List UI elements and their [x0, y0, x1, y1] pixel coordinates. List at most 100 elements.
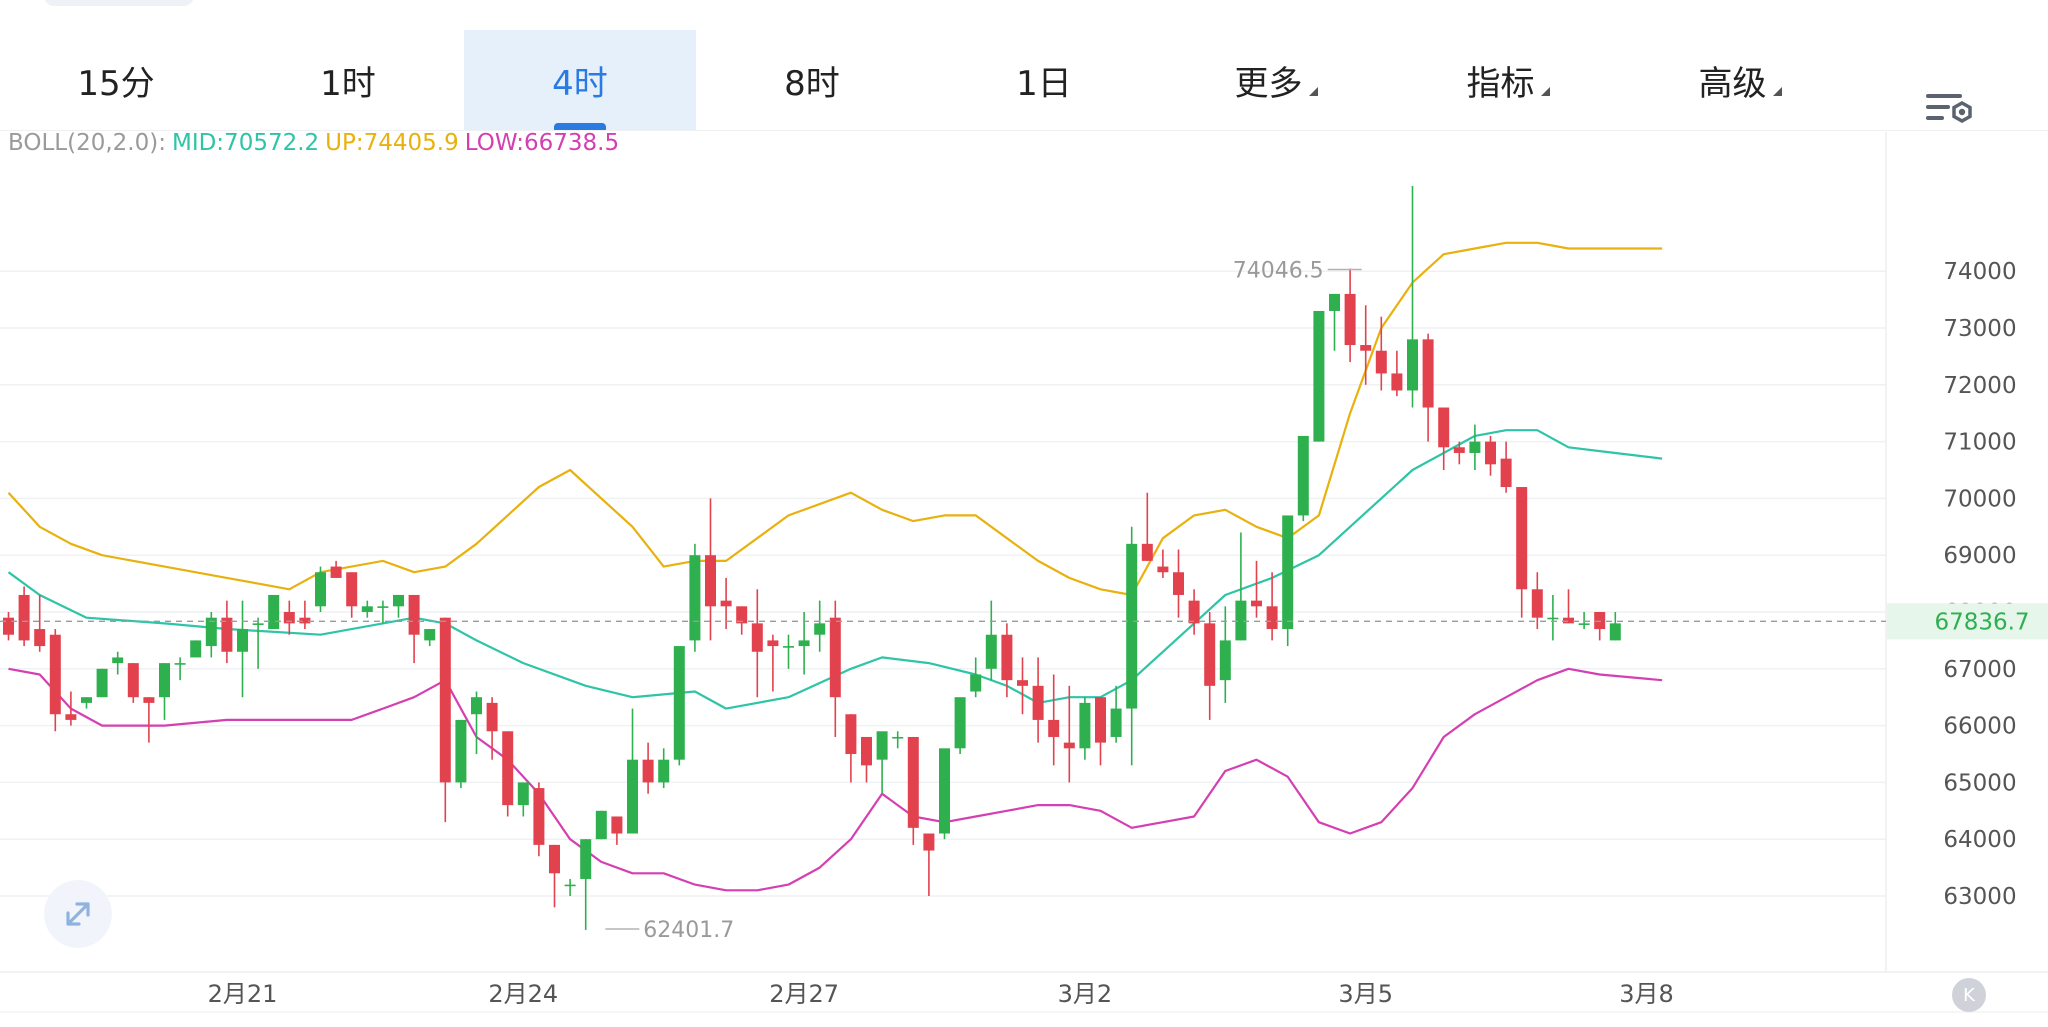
- y-tick-label: 64000: [1943, 827, 2016, 853]
- candle: [471, 691, 482, 754]
- tab-1h[interactable]: 1时: [232, 30, 464, 130]
- candle-body: [49, 634, 61, 715]
- candle-body: [1095, 697, 1106, 743]
- candle: [299, 600, 311, 630]
- y-tick-label: 66000: [1943, 714, 2016, 740]
- candle: [549, 844, 560, 908]
- candle: [876, 731, 888, 794]
- dropdown-corner-icon: [1540, 86, 1550, 96]
- candle: [112, 651, 124, 675]
- candle-body: [34, 629, 46, 647]
- candle: [814, 600, 826, 652]
- candle-body: [892, 736, 904, 739]
- candle-body: [533, 788, 545, 845]
- candle-body: [689, 555, 701, 641]
- candle: [1126, 526, 1138, 766]
- tab-advanced[interactable]: 高级: [1624, 30, 1856, 130]
- candle-body: [299, 617, 311, 624]
- y-tick-label: 74000: [1943, 259, 2016, 285]
- candle: [1282, 515, 1294, 647]
- candle-body: [1048, 719, 1060, 737]
- tab-more[interactable]: 更多: [1160, 30, 1392, 130]
- candle-body: [1422, 339, 1434, 408]
- tab-4h[interactable]: 4时: [464, 30, 696, 130]
- candle: [767, 634, 779, 692]
- tab-15m[interactable]: 15分: [0, 30, 232, 130]
- candle-body: [361, 606, 373, 612]
- candle-body: [1157, 566, 1169, 573]
- candle-body: [1360, 345, 1372, 351]
- candle-body: [81, 697, 92, 703]
- kline-toggle-button[interactable]: K: [1952, 978, 1986, 1012]
- max-price-label: 74046.5: [1233, 259, 1324, 284]
- chart-settings-button[interactable]: [1924, 84, 1978, 132]
- candle: [658, 748, 670, 789]
- candle: [627, 708, 638, 834]
- candle: [159, 663, 170, 720]
- candle-body: [1266, 606, 1278, 630]
- candle: [736, 606, 748, 635]
- candle: [424, 629, 436, 647]
- candle: [705, 498, 716, 641]
- candle-body: [549, 844, 560, 874]
- candle-body: [611, 816, 623, 834]
- candle: [1469, 424, 1481, 470]
- boll-low-value: LOW:66738.5: [464, 130, 620, 156]
- tab-1d[interactable]: 1日: [928, 30, 1160, 130]
- candle-body: [1251, 600, 1262, 607]
- tab-label: 1时: [320, 63, 376, 104]
- candle: [1251, 560, 1262, 618]
- candle: [689, 543, 701, 652]
- candle: [237, 600, 248, 698]
- candle: [1609, 612, 1621, 641]
- boll-legend: BOLL(20,2.0): MID:70572.2 UP:74405.9 LOW:66…: [8, 130, 625, 156]
- candle-body: [627, 759, 638, 834]
- min-price-label: 62401.7: [643, 918, 734, 943]
- candle: [673, 646, 685, 766]
- candle-body: [346, 572, 358, 607]
- candle: [970, 657, 982, 698]
- candle-body: [564, 884, 576, 887]
- candle: [1407, 186, 1418, 408]
- tab-8h[interactable]: 8时: [696, 30, 928, 130]
- candle: [611, 816, 623, 845]
- candle-body: [1485, 441, 1496, 465]
- candle-body: [1563, 617, 1574, 624]
- expand-chart-button[interactable]: [44, 880, 112, 948]
- candle: [1297, 435, 1309, 522]
- candle-body: [1032, 685, 1044, 720]
- candle-body: [159, 663, 170, 698]
- candle: [1063, 685, 1075, 783]
- candle: [1485, 435, 1496, 476]
- tab-label: 高级: [1698, 63, 1767, 104]
- candle-body: [1204, 623, 1216, 686]
- candle: [268, 594, 280, 630]
- candle-body: [939, 748, 950, 834]
- candle-body: [1531, 589, 1543, 618]
- y-tick-label: 71000: [1943, 430, 2016, 456]
- candle-body: [1282, 515, 1294, 630]
- candle-body: [96, 668, 108, 698]
- candle: [1141, 492, 1153, 561]
- tab-label: 指标: [1466, 63, 1535, 104]
- y-tick-label: 67000: [1943, 657, 2016, 683]
- candle: [346, 572, 358, 618]
- candle: [143, 697, 155, 743]
- candle: [595, 810, 607, 840]
- candle-body: [18, 594, 30, 641]
- y-tick-label: 70000: [1943, 486, 2016, 512]
- candle-body: [1017, 680, 1028, 686]
- candle-body: [424, 629, 436, 641]
- candle: [1157, 549, 1169, 578]
- candle: [377, 600, 389, 624]
- tab-indicators[interactable]: 指标: [1392, 30, 1624, 130]
- x-tick-label: 2月24: [488, 980, 558, 1008]
- boll-up-value: UP:74405.9: [325, 130, 459, 156]
- candle: [985, 600, 997, 681]
- candle-body: [127, 663, 139, 698]
- candle: [1017, 657, 1028, 715]
- candle-body: [1391, 373, 1403, 391]
- candle-body: [1110, 708, 1122, 737]
- candle: [174, 657, 186, 681]
